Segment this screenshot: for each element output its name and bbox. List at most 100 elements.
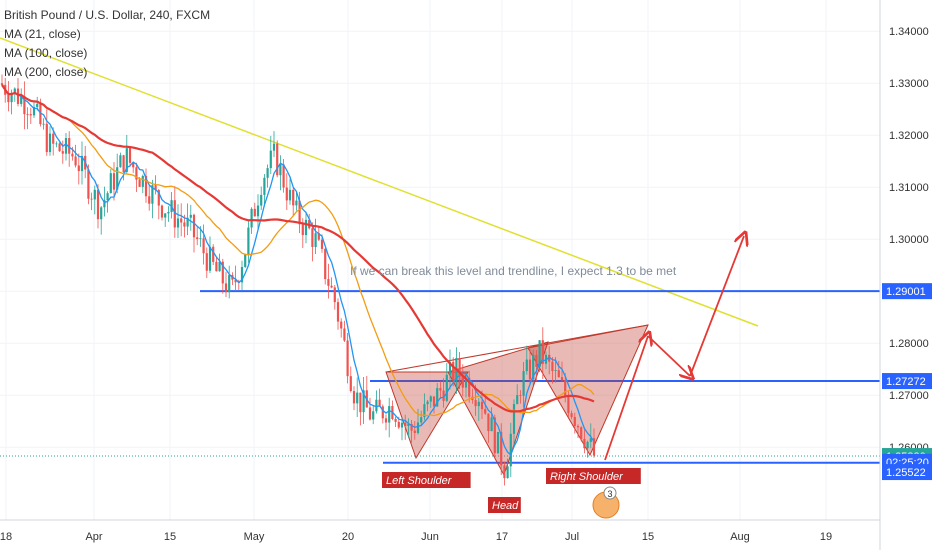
- candle-body[interactable]: [266, 168, 269, 178]
- candle-body[interactable]: [567, 396, 570, 414]
- candle-body[interactable]: [138, 179, 141, 187]
- candle-body[interactable]: [439, 388, 442, 391]
- candle-body[interactable]: [496, 432, 500, 454]
- candle-body[interactable]: [564, 379, 567, 397]
- candle-body[interactable]: [263, 177, 266, 195]
- candle-body[interactable]: [573, 416, 576, 426]
- candle-body[interactable]: [180, 218, 183, 223]
- candle-body[interactable]: [541, 340, 544, 364]
- candle-body[interactable]: [112, 173, 116, 190]
- candle-body[interactable]: [71, 153, 74, 157]
- candle-body[interactable]: [228, 275, 231, 293]
- candle-body[interactable]: [205, 253, 208, 271]
- candle-body[interactable]: [23, 96, 26, 115]
- candle-body[interactable]: [96, 189, 100, 220]
- candle-body[interactable]: [192, 214, 196, 238]
- candle-body[interactable]: [359, 392, 362, 413]
- candle-body[interactable]: [247, 227, 250, 255]
- candle-body[interactable]: [16, 88, 20, 104]
- candle-body[interactable]: [77, 165, 80, 172]
- candle-body[interactable]: [445, 374, 448, 401]
- candle-body[interactable]: [404, 422, 407, 426]
- candle-body[interactable]: [148, 196, 151, 204]
- moving-average-line[interactable]: [1, 84, 595, 413]
- candle-body[interactable]: [423, 404, 426, 418]
- candle-body[interactable]: [288, 189, 292, 201]
- candle-body[interactable]: [368, 407, 372, 420]
- candle-body[interactable]: [458, 357, 461, 377]
- candle-body[interactable]: [151, 185, 154, 204]
- candle-body[interactable]: [477, 401, 480, 407]
- candle-body[interactable]: [45, 123, 48, 153]
- candle-body[interactable]: [157, 190, 160, 206]
- ma-21-label[interactable]: MA (21, close): [4, 27, 81, 41]
- candle-body[interactable]: [93, 189, 96, 200]
- candle-body[interactable]: [519, 395, 522, 396]
- candle-body[interactable]: [48, 133, 52, 153]
- candle-body[interactable]: [480, 401, 484, 410]
- candle-body[interactable]: [304, 219, 308, 236]
- candle-body[interactable]: [500, 432, 503, 466]
- candle-body[interactable]: [586, 441, 589, 449]
- candle-body[interactable]: [52, 133, 55, 144]
- candle-body[interactable]: [352, 391, 356, 404]
- candle-body[interactable]: [125, 148, 128, 172]
- candle-body[interactable]: [240, 266, 244, 283]
- projection-arrow[interactable]: [689, 236, 744, 377]
- candle-body[interactable]: [196, 237, 199, 240]
- candle-body[interactable]: [285, 187, 288, 201]
- candle-body[interactable]: [13, 88, 16, 95]
- candle-body[interactable]: [87, 169, 90, 199]
- candle-body[interactable]: [164, 213, 167, 218]
- candle-body[interactable]: [429, 396, 432, 402]
- candle-body[interactable]: [436, 388, 439, 407]
- candle-body[interactable]: [589, 438, 592, 442]
- candle-body[interactable]: [464, 377, 468, 388]
- candle-body[interactable]: [592, 438, 596, 456]
- projection-arrow[interactable]: [604, 336, 648, 461]
- candle-body[interactable]: [167, 211, 170, 214]
- moving-average-line[interactable]: [1, 84, 595, 457]
- candle-body[interactable]: [269, 150, 272, 169]
- candle-body[interactable]: [218, 261, 221, 272]
- candle-body[interactable]: [122, 155, 125, 172]
- neckline[interactable]: [385, 324, 649, 373]
- candle-body[interactable]: [538, 340, 541, 368]
- candle-body[interactable]: [400, 422, 404, 428]
- candle-body[interactable]: [394, 418, 397, 422]
- candle-body[interactable]: [583, 438, 586, 449]
- candle-body[interactable]: [378, 399, 381, 407]
- candle-body[interactable]: [461, 376, 464, 388]
- candle-body[interactable]: [426, 401, 429, 405]
- candle-body[interactable]: [68, 138, 71, 154]
- candle-body[interactable]: [442, 390, 445, 401]
- candle-body[interactable]: [432, 396, 436, 407]
- candle-body[interactable]: [160, 205, 164, 218]
- candle-body[interactable]: [340, 321, 343, 329]
- candle-body[interactable]: [484, 409, 487, 414]
- candle-body[interactable]: [109, 173, 112, 194]
- candle-body[interactable]: [39, 103, 42, 125]
- candle-body[interactable]: [330, 285, 333, 288]
- candle-body[interactable]: [212, 246, 215, 262]
- candle-body[interactable]: [183, 222, 186, 227]
- candle-body[interactable]: [576, 425, 580, 428]
- candle-body[interactable]: [276, 143, 279, 176]
- candle-body[interactable]: [132, 162, 135, 168]
- candle-body[interactable]: [80, 155, 84, 172]
- candle-body[interactable]: [154, 185, 157, 191]
- ma-100-label[interactable]: MA (100, close): [4, 46, 88, 60]
- candle-body[interactable]: [253, 208, 256, 217]
- candle-body[interactable]: [410, 423, 413, 431]
- candle-body[interactable]: [381, 406, 384, 419]
- candle-body[interactable]: [250, 208, 253, 228]
- candle-body[interactable]: [61, 151, 64, 154]
- ma-200-label[interactable]: MA (200, close): [4, 65, 88, 79]
- candle-body[interactable]: [551, 361, 554, 372]
- candle-body[interactable]: [388, 406, 391, 423]
- candle-body[interactable]: [384, 418, 388, 423]
- candle-body[interactable]: [324, 248, 327, 280]
- candle-body[interactable]: [512, 404, 516, 434]
- candle-body[interactable]: [244, 254, 247, 267]
